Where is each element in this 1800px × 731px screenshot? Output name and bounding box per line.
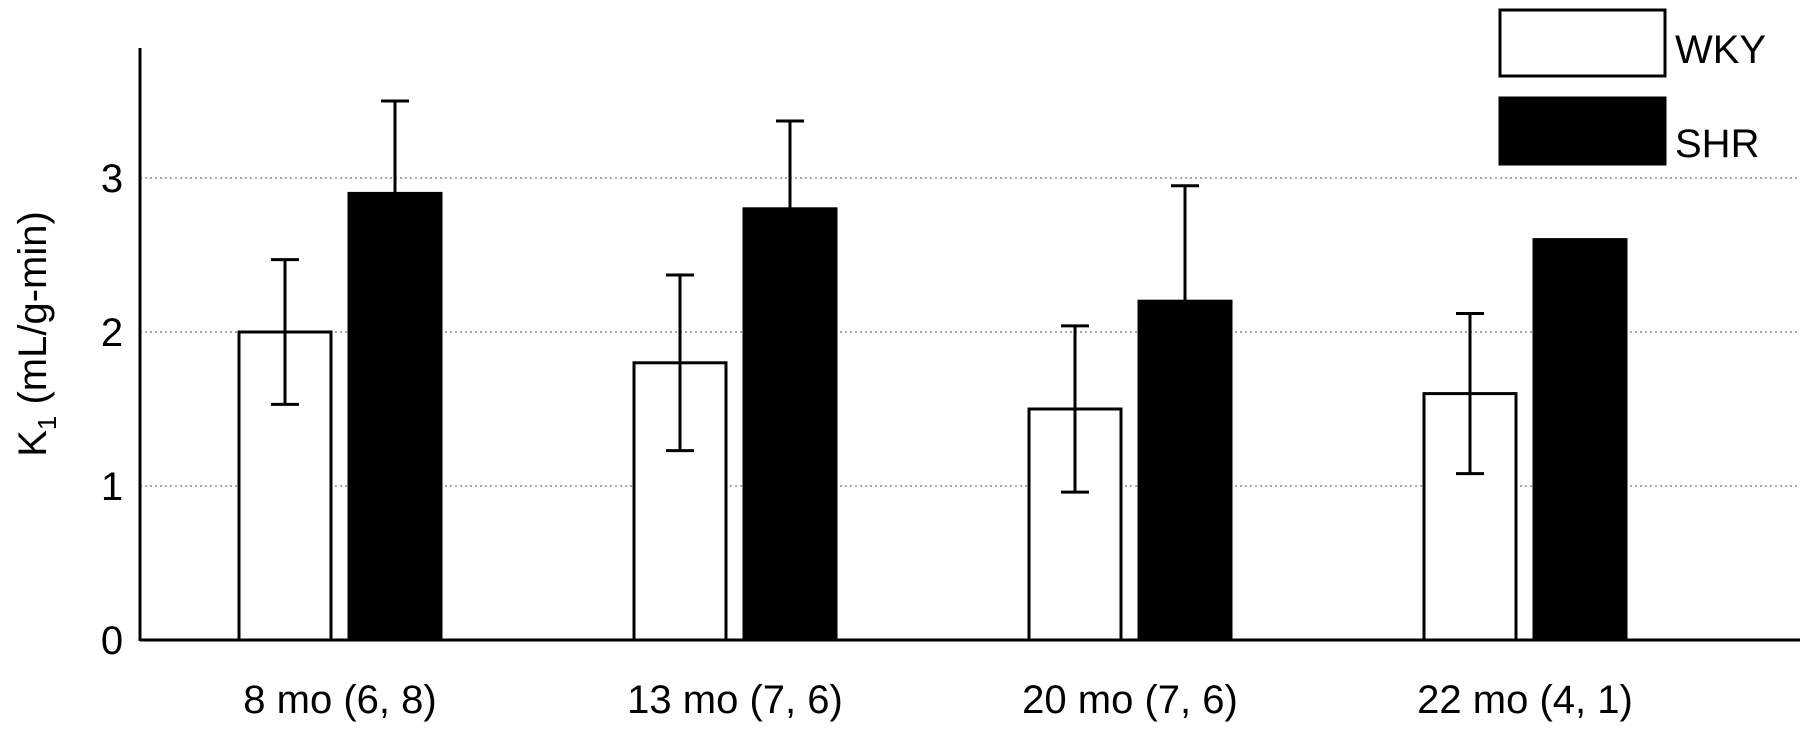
legend: WKY SHR bbox=[1498, 8, 1766, 166]
legend-swatch-shr bbox=[1498, 96, 1667, 166]
legend-swatch-wky bbox=[1498, 8, 1667, 78]
x-category-label-1: 13 mo (7, 6) bbox=[627, 678, 843, 722]
legend-label-wky: WKY bbox=[1675, 28, 1766, 72]
x-category-labels: 8 mo (6, 8) 13 mo (7, 6) 20 mo (7, 6) 22 mo… bbox=[243, 678, 1633, 722]
y-tick-labels: 0 1 2 3 bbox=[101, 157, 123, 663]
y-axis-title-subscript: 1 bbox=[32, 416, 62, 430]
y-axis-label: K1 (mL/g-min) bbox=[11, 211, 62, 457]
y-tick-label-2: 2 bbox=[101, 311, 123, 355]
x-category-label-3: 22 mo (4, 1) bbox=[1417, 678, 1633, 722]
y-axis-title-main: K bbox=[11, 430, 55, 457]
bar-shr-2 bbox=[1137, 299, 1233, 642]
y-tick-label-3: 3 bbox=[101, 157, 123, 201]
axes bbox=[138, 48, 1800, 642]
y-axis-title-units: (mL/g-min) bbox=[11, 211, 55, 415]
y-tick-label-0: 0 bbox=[101, 619, 123, 663]
error-bars bbox=[271, 99, 1484, 494]
bars bbox=[237, 191, 1628, 642]
x-category-label-2: 20 mo (7, 6) bbox=[1022, 678, 1238, 722]
legend-label-shr: SHR bbox=[1675, 122, 1759, 166]
bar-shr-0 bbox=[347, 191, 443, 642]
y-tick-label-1: 1 bbox=[101, 465, 123, 509]
x-category-label-0: 8 mo (6, 8) bbox=[243, 678, 436, 722]
bar-shr-1 bbox=[742, 207, 838, 642]
y-axis-title: K1 (mL/g-min) bbox=[11, 211, 62, 457]
bar-shr-3 bbox=[1532, 238, 1628, 642]
